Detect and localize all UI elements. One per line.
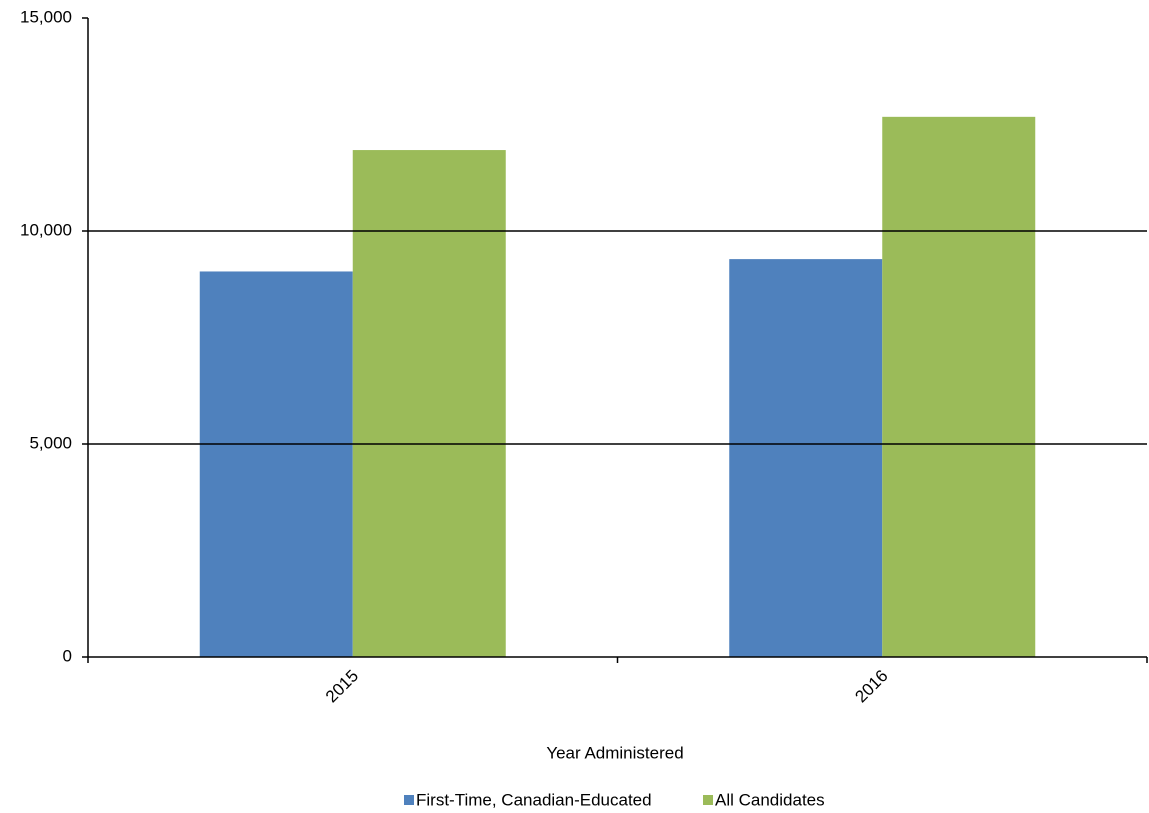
legend-label: First-Time, Canadian-Educated	[416, 790, 652, 809]
y-tick-label: 0	[63, 646, 72, 665]
legend-swatch	[404, 795, 414, 805]
y-tick-label: 10,000	[20, 220, 72, 239]
bar	[199, 271, 353, 657]
x-tick-label: 2015	[322, 666, 362, 706]
bar	[352, 150, 506, 657]
x-tick-label: 2016	[851, 666, 891, 706]
legend-swatch	[703, 795, 713, 805]
x-axis-title: Year Administered	[546, 743, 683, 762]
y-tick-label: 15,000	[20, 7, 72, 26]
legend-label: All Candidates	[715, 790, 825, 809]
bar	[882, 116, 1036, 657]
bar	[729, 259, 883, 657]
y-tick-label: 5,000	[29, 433, 72, 452]
